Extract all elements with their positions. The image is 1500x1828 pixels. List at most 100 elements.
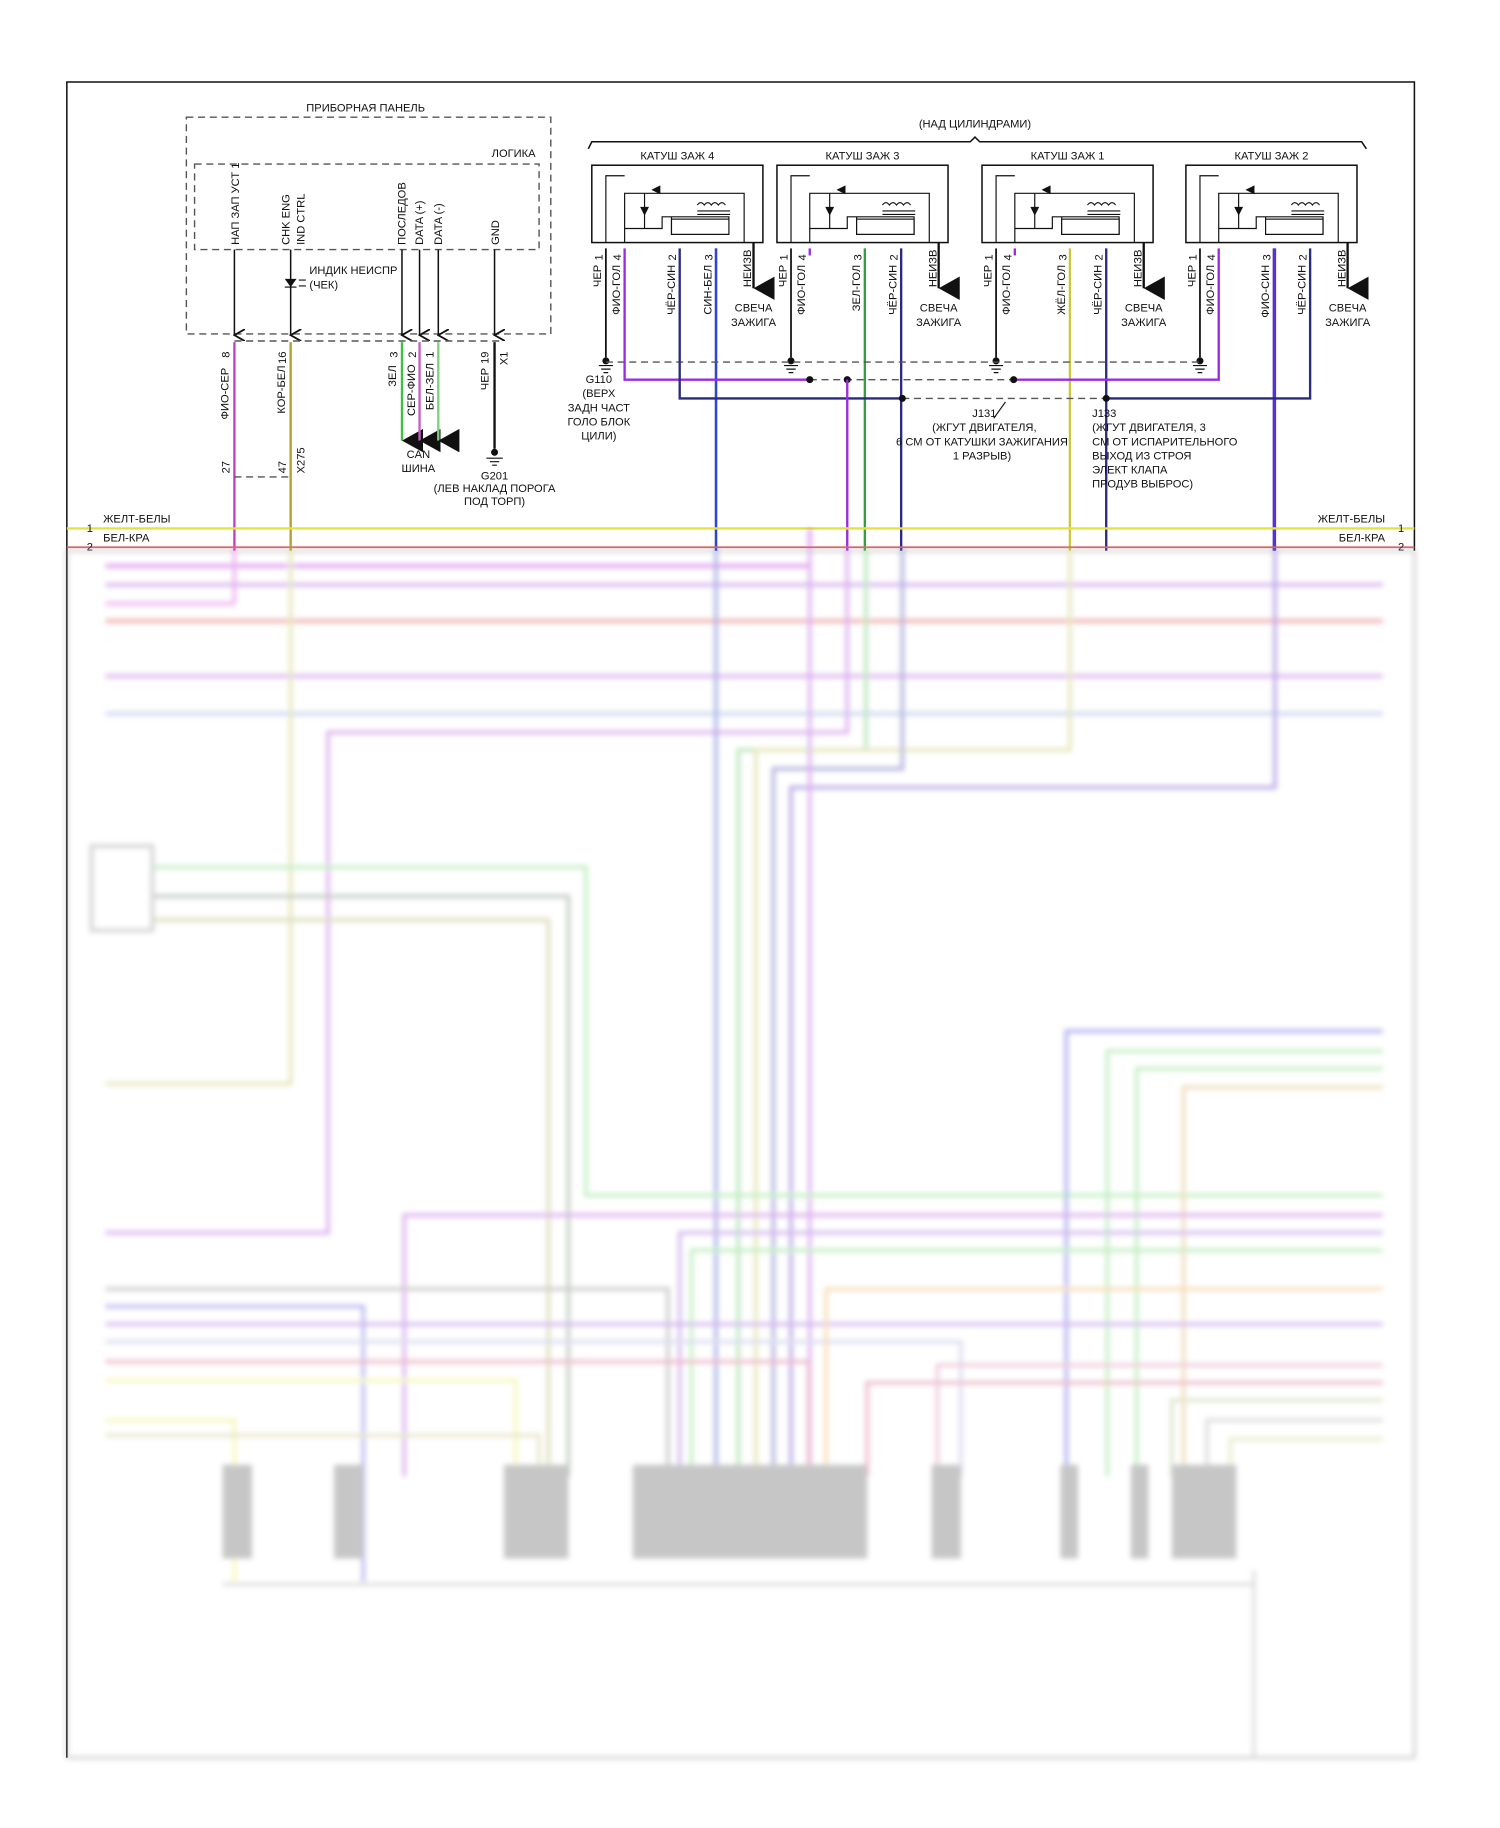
can-bus-label: CAN <box>407 449 431 461</box>
unknown-label: НЕИЗВ <box>1336 250 1348 288</box>
wire-color-label: КОР-БЕЛ <box>276 365 288 413</box>
svg-text:ЗАДН ЧАСТ: ЗАДН ЧАСТ <box>568 402 630 414</box>
pin-number: 1 <box>425 352 437 358</box>
wire-color-label: ЧЁР-СИН <box>1093 265 1105 315</box>
svg-text:ВЫХОД ИЗ СТРОЯ: ВЫХОД ИЗ СТРОЯ <box>1092 450 1191 462</box>
pin-number: 3 <box>1057 254 1069 260</box>
ground-id: G201 <box>481 470 508 482</box>
bus-num: 1 <box>87 523 93 535</box>
pin-number: 47 <box>277 461 289 473</box>
ground-desc: ПОД ТОРП) <box>464 496 525 508</box>
bus-num: 1 <box>1398 523 1404 535</box>
spark-plug-label: СВЕЧА <box>920 303 958 315</box>
pin-number: 8 <box>221 352 233 358</box>
connector-name: X275 <box>296 447 308 473</box>
coil-title: КАТУШ ЗАЖ 4 <box>640 150 714 162</box>
bus-label: ЖЕЛТ-БЕЛЫ <box>103 514 170 526</box>
ignition-coil <box>981 164 1165 551</box>
wire-color-label: ФИО-ГОЛ <box>1001 265 1013 315</box>
coil-symbol-icon <box>1199 175 1339 243</box>
spark-plug-label: СВЕЧА <box>1125 303 1163 315</box>
connector-name: X1 <box>498 352 510 366</box>
svg-text:ЦИЛИ): ЦИЛИ) <box>581 430 617 442</box>
wire-color-label: СИН-БЕЛ <box>702 265 714 315</box>
coils-group-label: (НАД ЦИЛИНДРАМИ) <box>919 119 1032 131</box>
pin-number: 2 <box>1094 254 1106 260</box>
pin-number: 2 <box>667 254 679 260</box>
ground-icon <box>598 357 613 374</box>
splice-dot <box>898 394 906 402</box>
wire-color-label: ЖЁЛ-ГОЛ <box>1056 265 1068 315</box>
wire-color-label: СЕР-ФИО <box>406 364 418 416</box>
wire-color-label: ФИО-ГОЛ <box>796 265 808 315</box>
pin-number: 3 <box>704 254 716 260</box>
splice-j133-label: J133 (ЖГУТ ДВИГАТЕЛЯ, 3 СМ ОТ ИСПАРИТЕЛЬ… <box>1092 408 1238 490</box>
led-icon <box>284 278 306 288</box>
splice-j131-label: J131 (ЖГУТ ДВИГАТЕЛЯ, 6 СМ ОТ КАТУШКИ ЗА… <box>896 408 1068 462</box>
wire-color-label: ЧЕР <box>592 265 604 287</box>
pin-number: 1 <box>1187 254 1199 260</box>
coil-symbol-icon <box>790 175 930 243</box>
pin-label: DATA (+) <box>414 200 426 245</box>
pin-number: 2 <box>407 352 419 358</box>
ground-icon <box>1192 357 1208 374</box>
ground-icon <box>783 357 799 374</box>
led-label: (ЧЕК) <box>309 279 338 291</box>
wire-color-label: ФИО-ГОЛ <box>611 265 623 315</box>
wire-color-label: ЧЁР-СИН <box>666 265 678 315</box>
ignition-coil <box>591 164 775 551</box>
pin-number: 4 <box>1206 254 1218 260</box>
wire-color-label: ЧЕР <box>982 265 994 287</box>
pin-number: 27 <box>221 461 233 473</box>
pin-label: ПОСЛЕДОВ <box>396 182 408 245</box>
pin-label: IND CTRL <box>296 194 308 245</box>
ground-desc: (ЛЕВ НАКЛАД ПОРОГА <box>434 483 556 495</box>
connector-x1: 8 16 3 2 1 19 X1 <box>221 340 510 366</box>
wire-color-label: ФИО-СЕР <box>220 368 232 420</box>
pin-label: CHK ENG <box>280 194 292 245</box>
spark-plug-label: ЗАЖИГА <box>1121 317 1167 329</box>
svg-text:6 СМ ОТ КАТУШКИ ЗАЖИГАНИЯ: 6 СМ ОТ КАТУШКИ ЗАЖИГАНИЯ <box>896 436 1068 448</box>
wire-color-label: ФИО-СИН <box>1260 265 1272 318</box>
spark-plug-label: ЗАЖИГА <box>1325 317 1371 329</box>
coil-symbol-icon <box>605 175 745 243</box>
instrument-panel: ПРИБОРНАЯ ПАНЕЛЬ ЛОГИКА НАП ЗАП УСТ 1 CH… <box>185 102 552 335</box>
pin-number: 2 <box>1298 254 1310 260</box>
pin-number: 1 <box>984 254 996 260</box>
wire-color-label: ЗЕЛ-ГОЛ <box>851 265 863 311</box>
wire-color-label: БЕЛ-ЗЕЛ <box>425 363 437 410</box>
svg-text:ЭЛЕКТ КЛАПА: ЭЛЕКТ КЛАПА <box>1092 464 1168 476</box>
svg-text:J133: J133 <box>1092 408 1116 420</box>
can-bus-label: ШИНА <box>402 463 436 475</box>
ground-icon <box>989 357 1004 374</box>
blurred-lower-section <box>65 528 1416 1759</box>
coils-brace <box>587 136 1367 150</box>
spark-plug-label: СВЕЧА <box>735 303 773 315</box>
coil-title: КАТУШ ЗАЖ 2 <box>1235 150 1309 162</box>
logic-label: ЛОГИКА <box>492 148 536 160</box>
svg-text:J131: J131 <box>972 408 996 420</box>
unknown-label: НЕИЗВ <box>742 250 754 288</box>
bus-num: 2 <box>1398 542 1404 554</box>
wire-color-label: ЧЕР <box>480 368 492 390</box>
bus-label: ЖЕЛТ-БЕЛЫ <box>1318 514 1385 526</box>
splice-dot <box>806 376 814 384</box>
wire-color-label: ЗЕЛ <box>387 365 399 386</box>
pin-number: 4 <box>1002 254 1014 260</box>
pin-label: DATA (-) <box>433 203 445 245</box>
wire-color-label: ЧЕР <box>1186 265 1198 287</box>
wire-color-label: ЧЁР-СИН <box>887 265 899 315</box>
coil-title: КАТУШ ЗАЖ 1 <box>1031 150 1105 162</box>
svg-text:ПРОДУВ ВЫБРОС): ПРОДУВ ВЫБРОС) <box>1092 478 1193 490</box>
wire-color-label: ЧЕР <box>777 265 789 287</box>
svg-text:G110: G110 <box>586 374 612 386</box>
ignition-coil <box>776 164 960 551</box>
pin-number: 1 <box>593 254 605 260</box>
svg-text:(ВЕРХ: (ВЕРХ <box>582 388 615 400</box>
wire-color-label: ФИО-ГОЛ <box>1205 265 1217 315</box>
svg-text:СМ ОТ ИСПАРИТЕЛЬНОГО: СМ ОТ ИСПАРИТЕЛЬНОГО <box>1092 436 1238 448</box>
pin-number: 16 <box>277 352 289 364</box>
unknown-label: НЕИЗВ <box>1132 250 1144 288</box>
pin-number: 1 <box>778 254 790 260</box>
